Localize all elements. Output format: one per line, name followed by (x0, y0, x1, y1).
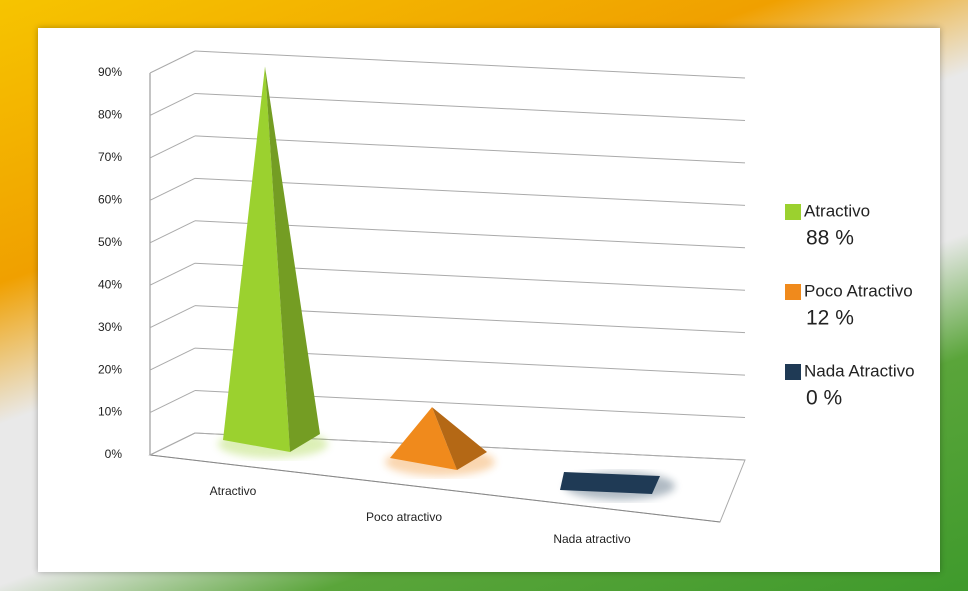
legend-label: Atractivo (804, 201, 870, 220)
x-tick-label: Nada atractivo (553, 532, 631, 546)
x-tick-label: Poco atractivo (366, 510, 442, 524)
y-tick-label: 10% (98, 405, 122, 419)
legend-label: Poco Atractivo (804, 281, 913, 300)
y-tick-label: 90% (98, 65, 122, 79)
grid-line (194, 135, 746, 164)
x-tick-label: Atractivo (210, 484, 257, 498)
grid-line (149, 432, 196, 456)
pyramid-face (390, 407, 457, 470)
grid-line (149, 177, 196, 201)
grid-line (194, 177, 746, 206)
grid-line (149, 135, 196, 159)
value-label: 0 % (806, 387, 842, 410)
grid-line (149, 347, 196, 371)
legend-swatch (785, 364, 801, 380)
grid-line (149, 220, 196, 244)
pyramid-face (265, 66, 320, 452)
pyramid-face (223, 66, 290, 452)
grid-line (149, 390, 196, 414)
x-axis (149, 454, 721, 523)
y-tick-label: 50% (98, 235, 122, 249)
grid-line (149, 92, 196, 116)
grid-line (149, 305, 196, 329)
legend-label: Nada Atractivo (804, 361, 915, 380)
y-tick-label: 70% (98, 150, 122, 164)
y-tick-label: 60% (98, 193, 122, 207)
grid-line (194, 92, 746, 121)
y-tick-label: 30% (98, 320, 122, 334)
grid-line (149, 50, 196, 74)
legend-swatch (785, 204, 801, 220)
grid-line (149, 262, 196, 286)
pyramid-face (432, 407, 487, 470)
value-label: 88 % (806, 227, 854, 250)
value-label: 12 % (806, 307, 854, 330)
y-tick-label: 20% (98, 362, 122, 376)
y-tick-label: 40% (98, 277, 122, 291)
grid-line (194, 50, 746, 79)
y-tick-label: 80% (98, 108, 122, 122)
y-tick-label: 0% (105, 447, 123, 461)
pyramid-base (560, 472, 660, 494)
legend-swatch (785, 284, 801, 300)
